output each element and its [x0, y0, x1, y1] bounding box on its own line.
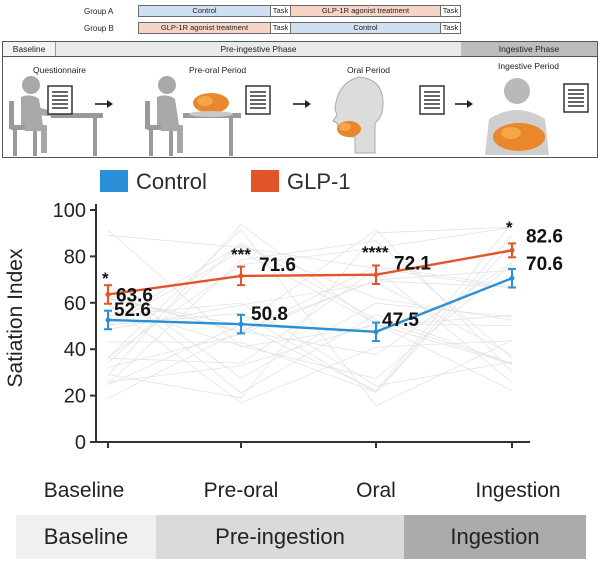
- data-point-glp1: [373, 272, 379, 278]
- legend-label-control: Control: [136, 169, 207, 194]
- x-tick-label: Oral: [356, 479, 396, 502]
- legend-item-control: Control: [100, 170, 207, 194]
- procedure-illustration: Questionnaire Pre-oral Period Oral Perio…: [2, 57, 598, 158]
- period-label-questionnaire: Questionnaire: [33, 65, 86, 75]
- legend-swatch-glp1: [251, 170, 279, 192]
- significance-marker: *: [506, 218, 513, 237]
- value-label-control: 70.6: [526, 254, 563, 275]
- significance-marker: *: [102, 269, 109, 288]
- phase-baseline: Baseline: [3, 42, 56, 56]
- x-tick-label: Ingestion: [475, 479, 560, 502]
- individual-trace-line: [107, 268, 513, 384]
- y-tick-label: 40: [64, 339, 86, 361]
- individual-trace-line: [107, 263, 513, 380]
- data-point-glp1: [238, 273, 244, 279]
- phase-ingestive: Ingestive Phase: [461, 42, 597, 56]
- bottom-phase-baseline: Baseline: [16, 515, 156, 559]
- y-tick-label: 80: [64, 246, 86, 268]
- data-point-glp1: [509, 247, 515, 253]
- bottom-phase-bar: Baseline Pre-ingestion Ingestion: [16, 515, 586, 559]
- series-line-glp1: [107, 249, 513, 296]
- head-chewing-icon: [332, 76, 384, 154]
- arrow-right-icon: [95, 100, 113, 108]
- y-tick-label: 100: [53, 200, 86, 222]
- phase-bar: Baseline Pre-ingestive Phase Ingestive P…: [2, 41, 598, 57]
- document-icon: [245, 85, 271, 115]
- bottom-phase-pre-ingestion: Pre-ingestion: [156, 515, 404, 559]
- group-a-glp1-segment: GLP-1R agonist treatment: [290, 5, 441, 17]
- individual-trace-line: [107, 223, 513, 392]
- data-point-control: [105, 317, 111, 323]
- satiation-line-chart: 0 20 40 60 80 100 Baseline Pre-oral Oral Ingestio…: [44, 200, 563, 502]
- individual-trace-line: [107, 244, 513, 323]
- period-label-ingestive: Ingestive Period: [498, 61, 559, 71]
- series-line-control: [107, 277, 513, 334]
- legend-swatch-control: [100, 170, 128, 192]
- group-b-label: Group B: [84, 24, 114, 33]
- significance-marker: ***: [231, 245, 251, 264]
- y-tick-label: 60: [64, 293, 86, 315]
- group-b-task-segment-2: Task: [440, 22, 461, 34]
- x-tick-label: Baseline: [44, 479, 125, 502]
- group-a-control-segment: Control: [138, 5, 271, 17]
- y-tick-label: 0: [75, 432, 86, 454]
- period-label-oral: Oral Period: [347, 65, 390, 75]
- individual-trace-line: [107, 235, 513, 393]
- legend-label-glp1: GLP-1: [287, 169, 351, 194]
- individual-trace-line: [107, 282, 513, 356]
- person-with-chicken-icon: [145, 76, 241, 156]
- data-point-control: [509, 275, 515, 281]
- group-a-task-segment-1: Task: [270, 5, 291, 17]
- value-label-glp1: 71.6: [259, 255, 296, 276]
- period-label-pre-oral: Pre-oral Period: [189, 65, 247, 75]
- bottom-phase-ingestion: Ingestion: [404, 515, 586, 559]
- person-at-desk-icon: [9, 76, 103, 156]
- individual-trace-line: [107, 269, 513, 368]
- group-b-task-segment-1: Task: [270, 22, 291, 34]
- arrow-right-icon: [293, 100, 311, 108]
- group-b-glp1-segment: GLP-1R agonist treatment: [138, 22, 271, 34]
- individual-trace-line: [107, 234, 513, 289]
- value-label-glp1: 82.6: [526, 226, 563, 247]
- legend-item-glp1: GLP-1: [251, 170, 351, 194]
- individual-trace-line: [107, 265, 513, 334]
- arrow-right-icon: [455, 100, 473, 108]
- document-icon: [47, 85, 73, 115]
- y-tick-label: 20: [64, 386, 86, 408]
- value-label-control: 47.5: [382, 310, 419, 331]
- data-point-glp1: [105, 291, 111, 297]
- individual-trace-line: [107, 284, 513, 394]
- individual-trace-line: [107, 229, 513, 407]
- group-a-task-segment-2: Task: [440, 5, 461, 17]
- individual-trace-line: [107, 242, 513, 364]
- group-a-label: Group A: [84, 7, 114, 16]
- data-point-control: [238, 321, 244, 327]
- individual-trace-line: [107, 229, 513, 386]
- value-label-control: 50.8: [251, 304, 288, 325]
- value-label-glp1: 72.1: [394, 254, 431, 275]
- individual-trace-line: [107, 251, 513, 327]
- individual-trace-line: [107, 280, 513, 399]
- group-b-control-segment: Control: [290, 22, 441, 34]
- individual-trace-line: [107, 227, 513, 358]
- individual-trace-line: [107, 226, 513, 399]
- phase-pre-ingestive: Pre-ingestive Phase: [56, 42, 461, 56]
- individual-trace-line: [107, 303, 513, 404]
- significance-marker: ****: [362, 243, 389, 262]
- individual-trace-line: [107, 323, 513, 391]
- individual-trace-line: [107, 282, 513, 379]
- person-eating-chicken-icon: [485, 78, 549, 155]
- x-tick-label: Pre-oral: [204, 479, 279, 502]
- document-icon: [563, 83, 589, 113]
- value-label-glp1: 63.6: [116, 285, 153, 306]
- document-icon: [419, 85, 445, 115]
- data-point-control: [373, 329, 379, 335]
- value-label-control: 52.6: [114, 300, 151, 321]
